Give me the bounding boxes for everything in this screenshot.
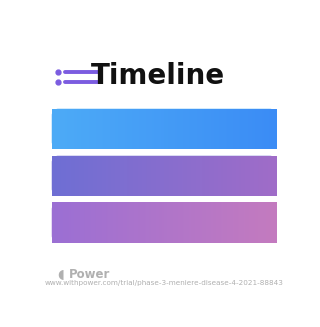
Text: Power: Power (68, 267, 110, 281)
FancyBboxPatch shape (52, 109, 276, 148)
Text: Treatment ~: Treatment ~ (68, 168, 160, 183)
FancyBboxPatch shape (52, 202, 276, 243)
Text: Follow ups ~: Follow ups ~ (68, 215, 162, 230)
Text: Screening ~: Screening ~ (68, 121, 159, 136)
Text: www.withpower.com/trial/phase-3-meniere-disease-4-2021-88843: www.withpower.com/trial/phase-3-meniere-… (44, 280, 284, 286)
FancyBboxPatch shape (52, 202, 276, 243)
Text: Timeline: Timeline (91, 62, 225, 90)
Text: 3 weeks: 3 weeks (207, 121, 267, 136)
Text: ◖: ◖ (58, 267, 64, 281)
Text: 84 days: 84 days (209, 215, 267, 230)
FancyBboxPatch shape (52, 109, 276, 148)
FancyBboxPatch shape (52, 156, 276, 196)
FancyBboxPatch shape (52, 156, 276, 196)
Text: Varies: Varies (222, 168, 267, 183)
